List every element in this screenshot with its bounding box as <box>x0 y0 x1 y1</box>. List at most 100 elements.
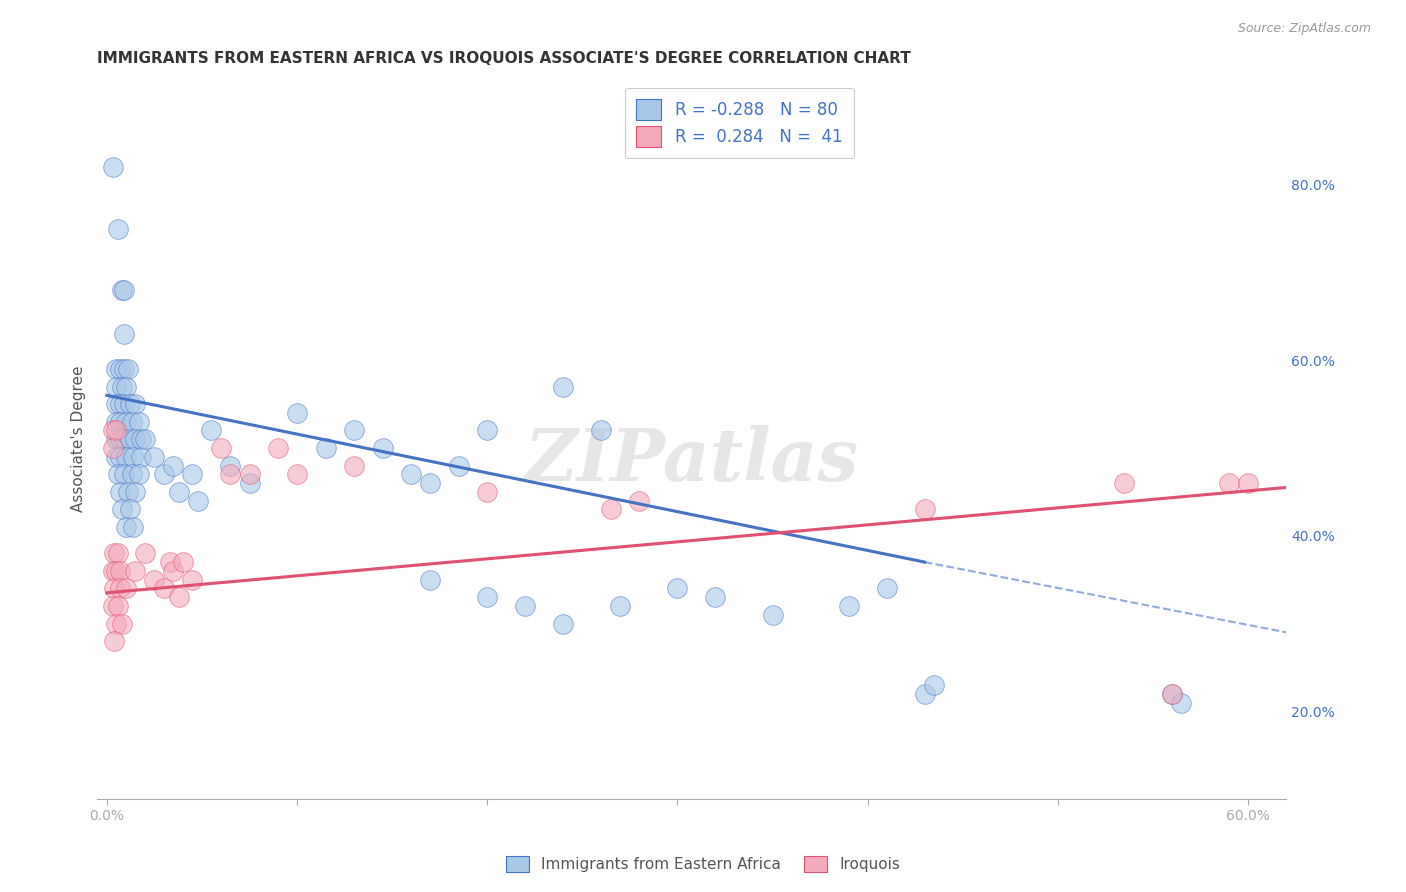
Point <box>105 415 128 429</box>
Point <box>103 582 125 596</box>
Point <box>115 415 138 429</box>
Point <box>111 616 134 631</box>
Point <box>108 582 131 596</box>
Point <box>1237 476 1260 491</box>
Point <box>134 432 156 446</box>
Point <box>108 362 131 376</box>
Point <box>107 467 129 482</box>
Text: Source: ZipAtlas.com: Source: ZipAtlas.com <box>1237 22 1371 36</box>
Point <box>112 283 135 297</box>
Point <box>101 441 124 455</box>
Point <box>112 362 135 376</box>
Point <box>167 484 190 499</box>
Point <box>108 564 131 578</box>
Point <box>162 564 184 578</box>
Point <box>172 555 194 569</box>
Point <box>128 415 150 429</box>
Point <box>115 379 138 393</box>
Point <box>101 424 124 438</box>
Point <box>238 467 260 482</box>
Point <box>419 573 441 587</box>
Point <box>914 502 936 516</box>
Point <box>1161 687 1184 701</box>
Point <box>162 458 184 473</box>
Point <box>111 379 134 393</box>
Point <box>371 441 394 455</box>
Point <box>101 564 124 578</box>
Point <box>118 432 141 446</box>
Point <box>1170 696 1192 710</box>
Point <box>876 582 898 596</box>
Point <box>761 607 783 622</box>
Point <box>118 397 141 411</box>
Point <box>477 484 499 499</box>
Point <box>628 493 651 508</box>
Point <box>112 397 135 411</box>
Point <box>105 397 128 411</box>
Point <box>343 458 366 473</box>
Point <box>118 502 141 516</box>
Point <box>101 599 124 613</box>
Point <box>238 476 260 491</box>
Point <box>477 590 499 604</box>
Text: IMMIGRANTS FROM EASTERN AFRICA VS IROQUOIS ASSOCIATE'S DEGREE CORRELATION CHART: IMMIGRANTS FROM EASTERN AFRICA VS IROQUO… <box>97 51 911 66</box>
Point <box>922 678 945 692</box>
Point <box>101 160 124 174</box>
Point <box>122 520 145 534</box>
Point <box>112 467 135 482</box>
Point <box>107 599 129 613</box>
Point <box>105 379 128 393</box>
Point <box>115 450 138 464</box>
Point <box>108 397 131 411</box>
Point <box>914 687 936 701</box>
Point <box>181 573 204 587</box>
Point <box>121 415 143 429</box>
Point <box>159 555 181 569</box>
Point <box>1161 687 1184 701</box>
Point <box>134 546 156 560</box>
Point <box>103 546 125 560</box>
Point <box>129 450 152 464</box>
Point <box>704 590 727 604</box>
Point <box>111 502 134 516</box>
Point <box>121 467 143 482</box>
Point <box>111 283 134 297</box>
Point <box>108 450 131 464</box>
Point <box>105 432 128 446</box>
Point <box>187 493 209 508</box>
Point <box>117 484 139 499</box>
Point <box>553 379 575 393</box>
Point <box>838 599 860 613</box>
Point <box>591 424 613 438</box>
Point <box>447 458 470 473</box>
Point <box>419 476 441 491</box>
Point <box>200 424 222 438</box>
Point <box>124 564 146 578</box>
Point <box>1218 476 1240 491</box>
Point <box>285 467 308 482</box>
Point <box>515 599 537 613</box>
Point <box>124 397 146 411</box>
Point <box>209 441 232 455</box>
Point <box>107 546 129 560</box>
Point <box>153 467 176 482</box>
Point <box>122 450 145 464</box>
Point <box>115 582 138 596</box>
Point <box>267 441 290 455</box>
Point <box>553 616 575 631</box>
Point <box>112 326 135 341</box>
Point <box>107 221 129 235</box>
Point <box>666 582 689 596</box>
Point <box>599 502 621 516</box>
Point <box>609 599 631 613</box>
Text: ZIPatlas: ZIPatlas <box>524 425 859 496</box>
Point <box>181 467 204 482</box>
Point <box>399 467 422 482</box>
Point <box>108 432 131 446</box>
Legend: R = -0.288   N = 80, R =  0.284   N =  41: R = -0.288 N = 80, R = 0.284 N = 41 <box>624 87 853 159</box>
Point <box>143 573 166 587</box>
Point <box>1114 476 1136 491</box>
Point <box>105 616 128 631</box>
Point <box>108 415 131 429</box>
Point <box>128 467 150 482</box>
